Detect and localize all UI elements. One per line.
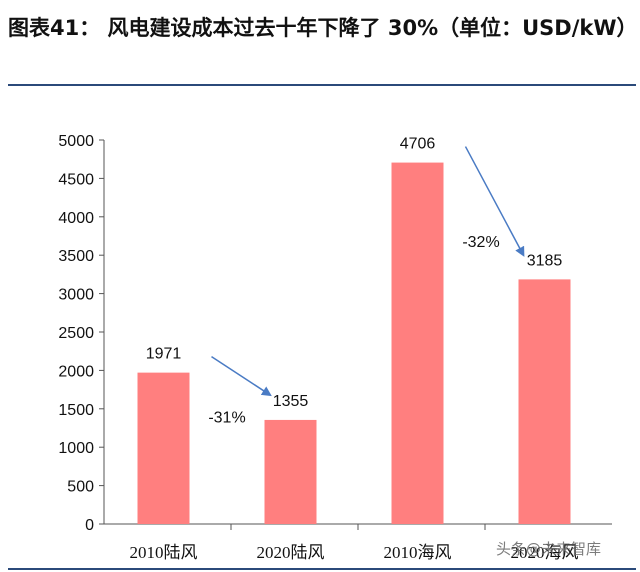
data-label: 1355 [273, 393, 309, 410]
y-tick-label: 500 [67, 479, 94, 496]
category-label: 2020海风 [511, 543, 579, 562]
category-label: 2020陆风 [257, 543, 325, 562]
bars [137, 162, 571, 524]
data-label: 4706 [400, 136, 436, 153]
data-labels: 1971 2010陆风 1355 2020陆风 4706 2010海风 3185 2020海风 [130, 136, 579, 562]
bottom-divider [8, 568, 636, 570]
category-label: 2010陆风 [130, 543, 198, 562]
y-tick-label: 1000 [58, 440, 94, 457]
change-percent-label: -32% [462, 234, 499, 251]
y-tick-label: 2500 [58, 325, 94, 342]
change-arrow [464, 146, 525, 257]
bar-3 [391, 162, 444, 524]
bar-1 [137, 372, 190, 524]
chart-title: 图表41： 风电建设成本过去十年下降了 30%（单位：USD/kW） [8, 16, 638, 40]
y-tick-label: 1500 [58, 402, 94, 419]
data-label: 3185 [527, 252, 563, 269]
y-tick-label: 4000 [58, 210, 94, 227]
bar-2 [264, 419, 317, 524]
change-percent-label: -31% [208, 409, 245, 426]
y-tick-label: 5000 [58, 133, 94, 150]
y-tick-label: 0 [85, 517, 94, 534]
category-label: 2010海风 [384, 543, 452, 562]
y-tick-label: 2000 [58, 363, 94, 380]
change-arrows: -31% -32% [208, 146, 525, 426]
bar-4 [518, 279, 571, 524]
y-tick-label: 3500 [58, 248, 94, 265]
watermark: 头条@未来智库 [496, 540, 602, 558]
title-divider [8, 84, 636, 86]
data-label: 1971 [146, 346, 182, 363]
change-arrow [211, 355, 272, 397]
y-tick-label: 4500 [58, 171, 94, 188]
y-tick-label: 3000 [58, 287, 94, 304]
